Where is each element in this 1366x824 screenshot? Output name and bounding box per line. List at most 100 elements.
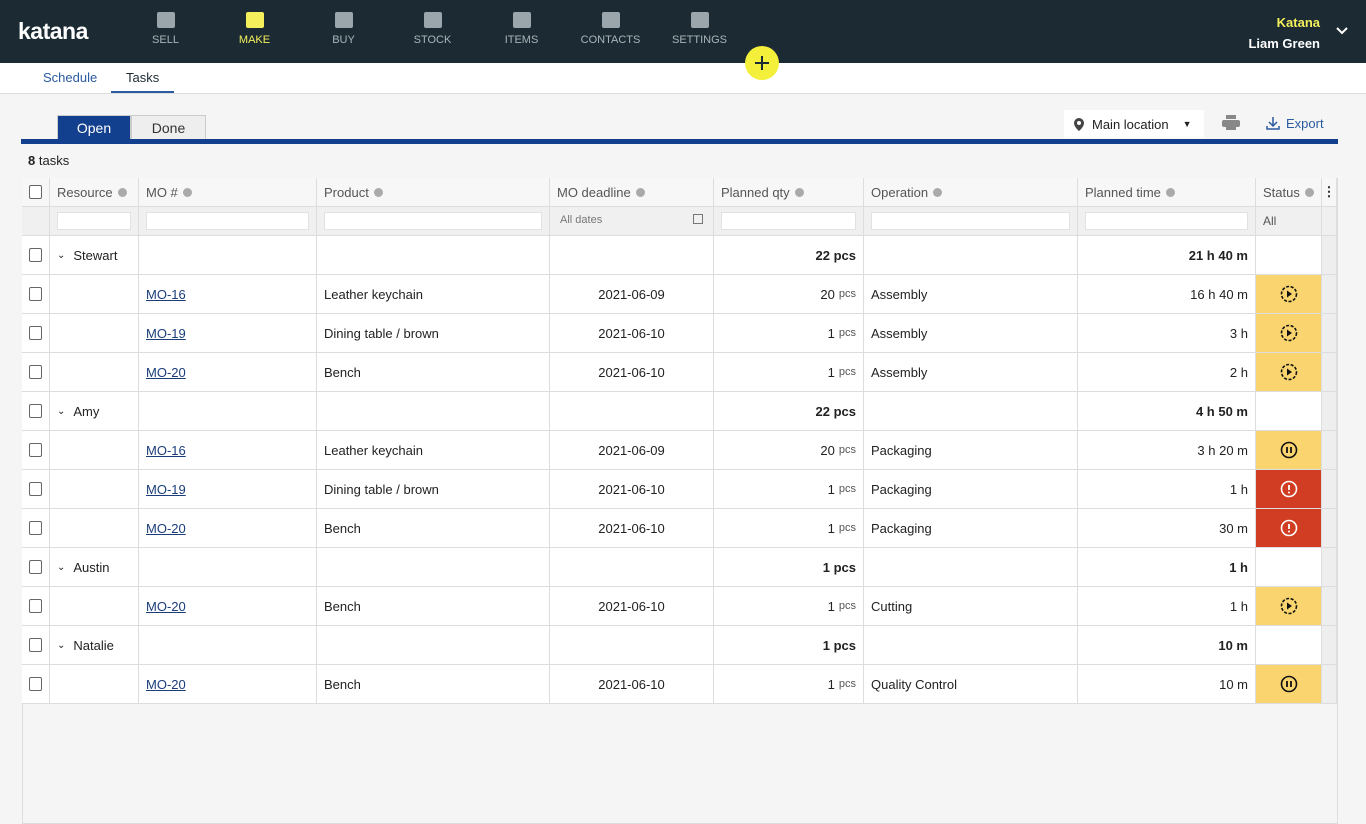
operation: Quality Control [871,676,957,692]
cell[interactable] [1256,665,1322,703]
expand-icon[interactable]: ⌄ [57,639,66,651]
nav-icon [423,12,442,28]
user-menu[interactable] [1336,27,1348,35]
cell: MO-16 [139,275,317,313]
cell[interactable] [1256,314,1322,352]
cell: Packaging [864,431,1078,469]
subtab[interactable]: Schedule [43,70,98,85]
expand-icon[interactable]: ⌄ [57,405,66,417]
cell [50,353,139,391]
mo-link[interactable]: MO-20 [146,364,186,380]
group-time: 21 h 40 m [1188,247,1248,263]
logo[interactable]: katana [18,18,88,44]
print-button[interactable] [1222,115,1240,131]
cell: ⌄ Austin [50,548,139,586]
cell[interactable] [1256,470,1322,508]
cell[interactable] [1256,509,1322,547]
status-icon [1280,675,1297,693]
cell: 1 h [1078,470,1256,508]
toggle-button[interactable]: Open [57,115,131,140]
mo-link[interactable]: MO-20 [146,520,186,536]
cell [50,509,139,547]
checkbox[interactable] [29,365,42,379]
cell: 2021-06-09 [550,431,714,469]
filter-input[interactable] [721,212,856,230]
mo-link[interactable]: MO-20 [146,676,186,692]
cell [22,548,50,586]
cell [22,392,50,430]
mo-link[interactable]: MO-16 [146,286,186,302]
filter-input[interactable] [871,212,1070,230]
checkbox[interactable] [29,482,42,496]
subtab[interactable]: Tasks [111,63,175,93]
mo-link[interactable]: MO-16 [146,442,186,458]
checkbox[interactable] [29,248,42,262]
nav-item[interactable]: ITEMS [477,0,566,63]
checkbox[interactable] [29,638,42,652]
nav-item[interactable]: STOCK [388,0,477,63]
nav-item[interactable]: BUY [299,0,388,63]
checkbox[interactable] [29,443,42,457]
date-filter[interactable]: All dates [557,212,706,230]
status-filter[interactable]: All [1263,214,1277,228]
checkbox[interactable] [29,287,42,301]
cell [864,392,1078,430]
cell: 1 h [1078,587,1256,625]
filter-input[interactable] [57,212,131,230]
cell: 1 pcs [714,470,864,508]
filter-input[interactable] [324,212,542,230]
user[interactable]: Liam Green [1248,36,1320,51]
info-icon [933,187,943,197]
operation: Packaging [871,520,932,536]
checkbox[interactable] [29,326,42,340]
cell[interactable] [1256,353,1322,391]
cell: MO-20 [139,587,317,625]
mo-link[interactable]: MO-20 [146,598,186,614]
nav-item[interactable]: SETTINGS [655,0,744,63]
cell [1322,587,1337,625]
toggle-button[interactable]: Done [131,115,206,140]
expand-icon[interactable]: ⌄ [57,249,66,261]
cell [1256,392,1322,430]
cell[interactable] [1256,431,1322,469]
cell[interactable] [1256,275,1322,313]
cell [22,314,50,352]
group-qty: 22 pcs [815,403,856,419]
group-qty: 22 pcs [815,247,856,263]
cell[interactable] [1256,587,1322,625]
cell [1322,353,1337,391]
checkbox[interactable] [29,560,42,574]
export-button[interactable]: Export [1266,116,1324,131]
nav-item[interactable]: MAKE [210,0,299,63]
cell: 1 h [1078,548,1256,586]
add-button[interactable] [744,45,780,81]
checkbox[interactable] [29,677,42,691]
cell [550,236,714,274]
filter-input[interactable] [1085,212,1248,230]
mo-link[interactable]: MO-19 [146,325,186,341]
info-icon [794,187,804,197]
cell [139,548,317,586]
location-select[interactable]: Main location ▼ [1064,110,1204,138]
cell: 1 pcs [714,665,864,703]
qty: 1 [827,325,835,341]
checkbox[interactable] [29,185,42,199]
mo-link[interactable]: MO-19 [146,481,186,497]
filter-input[interactable] [146,212,309,230]
cell [550,392,714,430]
nav-item[interactable]: CONTACTS [566,0,655,63]
column-menu[interactable]: ⋮ [1322,184,1336,199]
cell: 2021-06-09 [550,275,714,313]
unit: pcs [838,678,856,690]
cell [864,548,1078,586]
checkbox[interactable] [29,404,42,418]
nav-item[interactable]: SELL [121,0,210,63]
deadline: 2021-06-09 [598,286,665,302]
task-count: 8 tasks [28,153,69,168]
cell: Resource [50,178,139,206]
task-row: MO-16 Leather keychain 2021-06-09 20 pcs Pack… [22,431,1337,470]
checkbox[interactable] [29,521,42,535]
cell: Packaging [864,509,1078,547]
checkbox[interactable] [29,599,42,613]
expand-icon[interactable]: ⌄ [57,561,66,573]
